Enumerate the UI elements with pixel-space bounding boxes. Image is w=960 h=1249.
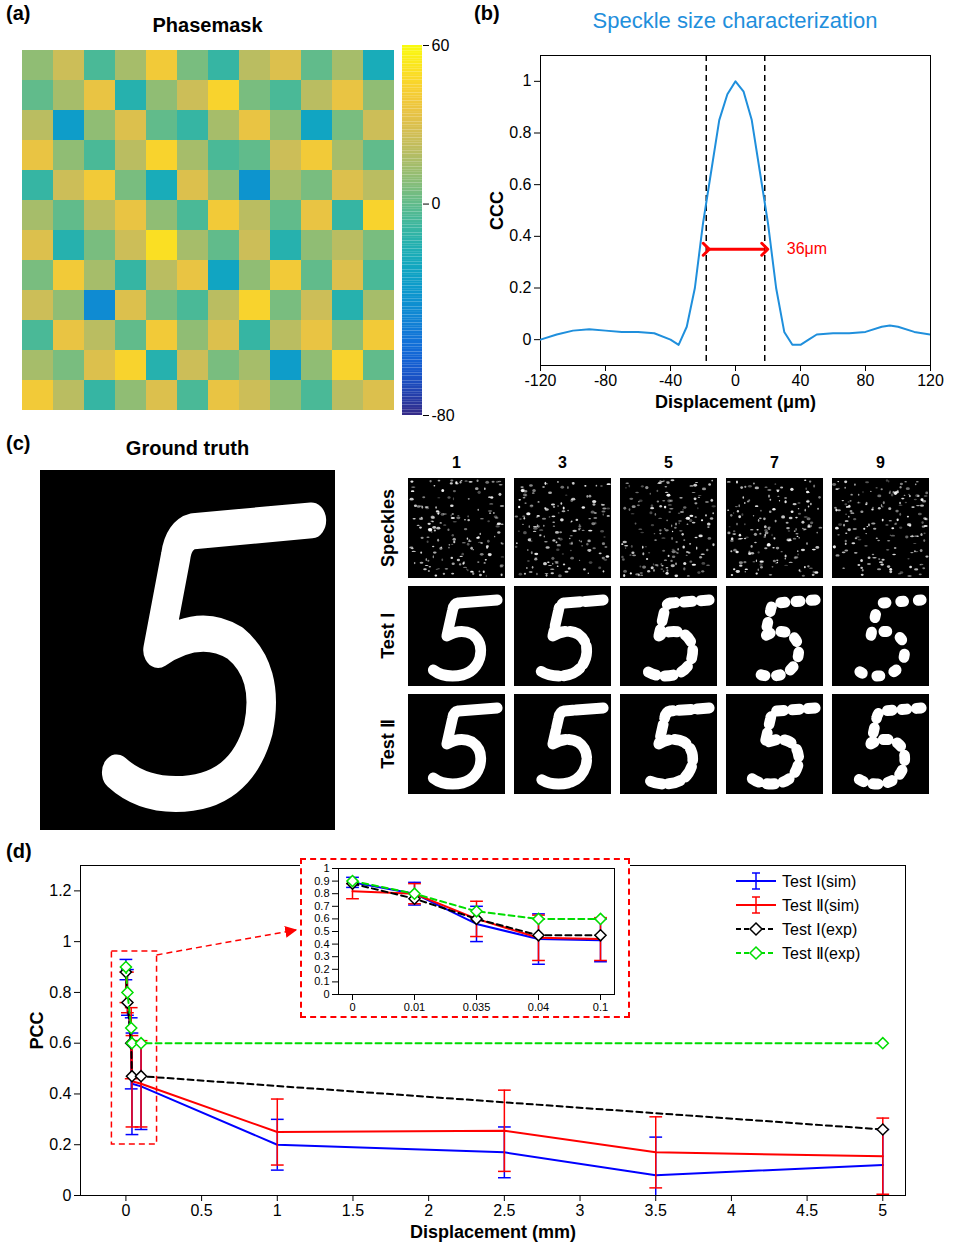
svg-text:0: 0: [432, 195, 441, 212]
svg-text:1.2: 1.2: [49, 882, 71, 899]
svg-text:0.1: 0.1: [314, 975, 329, 987]
svg-text:0: 0: [523, 331, 532, 348]
svg-text:Speckles: Speckles: [378, 489, 398, 567]
svg-text:0.6: 0.6: [509, 176, 531, 193]
svg-text:CCC: CCC: [487, 191, 507, 230]
svg-text:7: 7: [770, 454, 779, 471]
svg-text:1: 1: [523, 72, 532, 89]
svg-text:0.8: 0.8: [509, 124, 531, 141]
svg-text:0.6: 0.6: [49, 1034, 71, 1051]
svg-text:3: 3: [576, 1202, 585, 1219]
svg-text:-120: -120: [524, 372, 556, 389]
svg-text:1: 1: [63, 933, 72, 950]
svg-text:Displacement (μm): Displacement (μm): [655, 392, 816, 412]
html-text:Test Ⅱ(exp): Test Ⅱ(exp): [782, 944, 861, 962]
svg-text:5: 5: [664, 454, 673, 471]
svg-text:5: 5: [878, 1202, 887, 1219]
html-text:(c): (c): [6, 432, 31, 454]
svg-text:0.035: 0.035: [463, 1001, 491, 1013]
svg-text:0.2: 0.2: [314, 963, 329, 975]
svg-text:0: 0: [731, 372, 740, 389]
svg-text:0: 0: [121, 1202, 130, 1219]
svg-text:-80: -80: [432, 407, 455, 423]
svg-text:80: 80: [857, 372, 875, 389]
svg-text:0.5: 0.5: [190, 1202, 212, 1219]
html-text:Test Ⅰ(exp): Test Ⅰ(exp): [782, 920, 858, 938]
svg-text:0.8: 0.8: [314, 887, 329, 899]
svg-text:4: 4: [727, 1202, 736, 1219]
svg-text:0: 0: [349, 1001, 355, 1013]
html-text:Ground truth: Ground truth: [125, 437, 250, 459]
svg-text:Test Ⅱ: Test Ⅱ: [378, 719, 398, 769]
svg-text:1: 1: [273, 1202, 282, 1219]
svg-text:0.2: 0.2: [49, 1136, 71, 1153]
svg-text:36μm: 36μm: [787, 240, 827, 257]
svg-text:1: 1: [323, 862, 329, 874]
svg-text:1: 1: [452, 454, 461, 471]
svg-text:0: 0: [63, 1187, 72, 1204]
svg-text:0: 0: [323, 988, 329, 1000]
svg-text:0.4: 0.4: [509, 227, 531, 244]
svg-text:0.04: 0.04: [528, 1001, 549, 1013]
svg-text:0.9: 0.9: [314, 875, 329, 887]
svg-text:0.4: 0.4: [314, 938, 329, 950]
svg-text:0.1: 0.1: [593, 1001, 608, 1013]
svg-text:0.3: 0.3: [314, 950, 329, 962]
svg-text:0.01: 0.01: [404, 1001, 425, 1013]
html-text:(a): (a): [6, 2, 31, 24]
svg-text:120: 120: [917, 372, 944, 389]
svg-text:0.6: 0.6: [314, 912, 329, 924]
svg-text:PCC: PCC: [27, 1011, 47, 1049]
svg-text:60: 60: [432, 37, 450, 54]
svg-text:2: 2: [424, 1202, 433, 1219]
html-text:Test Ⅰ(sim): Test Ⅰ(sim): [782, 872, 857, 890]
svg-text:40: 40: [792, 372, 810, 389]
svg-text:2.5: 2.5: [493, 1202, 515, 1219]
svg-text:1.5: 1.5: [342, 1202, 364, 1219]
html-text:Test Ⅱ(sim): Test Ⅱ(sim): [782, 896, 860, 914]
html-text:Phasemask: Phasemask: [152, 14, 263, 36]
svg-text:Displacement (mm): Displacement (mm): [410, 1222, 576, 1242]
svg-text:0.5: 0.5: [314, 925, 329, 937]
svg-text:3.5: 3.5: [645, 1202, 667, 1219]
html-text:(b): (b): [474, 2, 500, 24]
svg-text:0.8: 0.8: [49, 984, 71, 1001]
svg-text:4.5: 4.5: [796, 1202, 818, 1219]
svg-text:Test Ⅰ: Test Ⅰ: [378, 613, 398, 659]
html-text:Speckle size characterization: Speckle size characterization: [592, 8, 878, 33]
svg-text:0.4: 0.4: [49, 1085, 71, 1102]
svg-text:9: 9: [876, 454, 885, 471]
html-text:(d): (d): [6, 840, 32, 862]
svg-text:-40: -40: [659, 372, 682, 389]
svg-text:-80: -80: [594, 372, 617, 389]
svg-text:0.2: 0.2: [509, 279, 531, 296]
svg-text:3: 3: [558, 454, 567, 471]
svg-text:0.7: 0.7: [314, 900, 329, 912]
